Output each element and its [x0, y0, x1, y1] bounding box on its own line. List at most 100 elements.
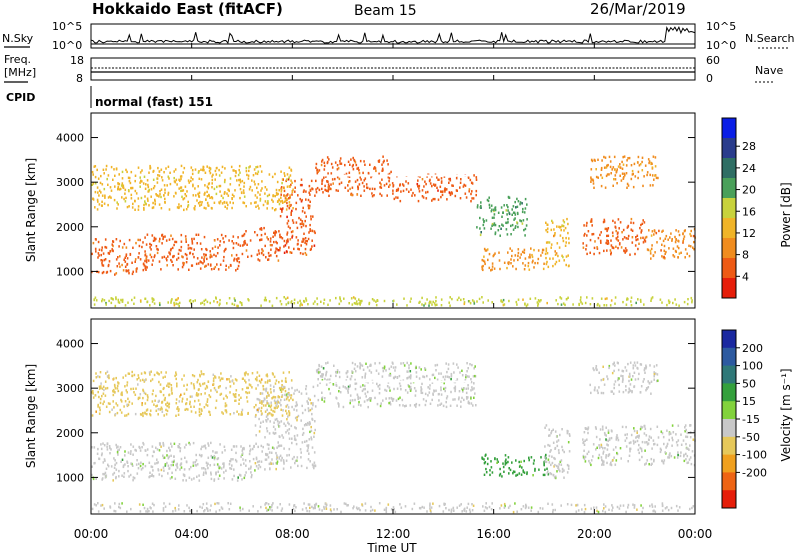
nave-tick-high: 60: [706, 54, 720, 67]
xtick-label: 00:00: [74, 527, 109, 541]
cpid-label: CPID: [6, 91, 35, 104]
velocity-swatch: [722, 472, 736, 491]
date-title: 26/Mar/2019: [590, 0, 686, 18]
power-ytick-label: 1000: [56, 265, 84, 278]
power-colorbar-tick: 16: [742, 205, 756, 218]
velocity-ylabel: Slant Range [km]: [24, 364, 38, 468]
power-panel: 1000 2000 3000 4000: [56, 112, 696, 309]
velocity-region: [91, 502, 695, 514]
noise-tick-high-right: 10^5: [706, 20, 736, 33]
velocity-swatch: [722, 436, 736, 456]
power-region: [242, 226, 281, 262]
power-colorbar-tick: 24: [742, 162, 756, 175]
velocity-region: [589, 361, 659, 395]
velocity-ytick-label: 1000: [56, 471, 84, 484]
velocity-ytick-label: 4000: [56, 338, 84, 351]
velocity-colorbar: 200 100 50 15 -15 -50 -100 -200: [721, 329, 767, 509]
power-swatch: [722, 158, 736, 179]
power-colorbar-label: Power [dB]: [779, 182, 793, 247]
velocity-swatch: [722, 401, 736, 420]
velocity-heatmap: [91, 361, 696, 514]
power-region: [644, 228, 696, 260]
power-ytick-label: 4000: [56, 132, 84, 145]
xtick-label: 00:00: [678, 527, 713, 541]
velocity-panel: 1000 2000 3000 4000: [56, 318, 696, 515]
nave-label: Nave: [755, 64, 783, 77]
power-ylabel: Slant Range [km]: [24, 158, 38, 262]
power-region: [279, 178, 316, 256]
power-region: [91, 238, 143, 276]
nave-tick-low: 0: [706, 72, 713, 85]
velocity-ytick-label: 2000: [56, 427, 84, 440]
power-colorbar-tick: 8: [742, 249, 749, 262]
power-region: [476, 195, 528, 237]
velocity-region: [544, 424, 571, 480]
xtick-label: 04:00: [174, 527, 209, 541]
power-colorbar-tick: 20: [742, 184, 756, 197]
freq-label-line2: [MHz]: [4, 66, 36, 79]
power-region: [544, 217, 570, 269]
power-swatch: [722, 138, 736, 159]
velocity-region: [481, 453, 550, 478]
power-swatch: [722, 198, 736, 219]
freq-tick-high: 18: [70, 54, 84, 67]
velocity-colorbar-tick: -15: [742, 413, 760, 426]
velocity-swatch: [722, 330, 736, 349]
velocity-colorbar-label: Velocity [m s⁻¹]: [779, 368, 793, 461]
power-colorbar: 4 8 12 16 20 24 28: [721, 117, 756, 299]
velocity-colorbar-tick: -200: [742, 466, 767, 479]
power-region: [590, 155, 659, 189]
power-swatch: [722, 218, 736, 239]
nsearch-label: N.Search: [745, 32, 795, 45]
xtick-label: 12:00: [376, 527, 411, 541]
velocity-swatch: [722, 383, 736, 402]
velocity-colorbar-tick: 100: [742, 360, 763, 373]
noise-tick-low-left: 10^0: [52, 39, 82, 52]
noise-tick-high-left: 10^5: [52, 20, 82, 33]
power-swatch: [722, 258, 736, 279]
xtick-label: 16:00: [476, 527, 511, 541]
power-swatch: [722, 238, 736, 259]
power-region: [481, 247, 545, 272]
nsky-label: N.Sky: [2, 32, 34, 45]
cpid-text: normal (fast) 151: [95, 95, 213, 109]
xtick-label: 08:00: [275, 527, 310, 541]
velocity-region: [91, 441, 256, 482]
velocity-swatch: [722, 347, 736, 367]
power-colorbar-tick: 12: [742, 227, 756, 240]
velocity-region: [315, 361, 477, 409]
velocity-swatch: [722, 365, 736, 384]
velocity-colorbar-tick: -50: [742, 431, 760, 444]
velocity-colorbar-tick: 15: [742, 395, 756, 408]
xtick-label: 20:00: [577, 527, 612, 541]
velocity-swatch: [722, 454, 736, 473]
velocity-region: [254, 384, 317, 471]
velocity-colorbar-tick: 50: [742, 377, 756, 390]
beam-title: Beam 15: [354, 3, 417, 19]
power-swatch: [722, 178, 736, 199]
power-swatch: [722, 278, 736, 299]
power-ytick-label: 2000: [56, 221, 84, 234]
power-region: [93, 296, 693, 308]
power-region: [91, 164, 294, 212]
power-swatch: [722, 118, 736, 139]
velocity-swatch: [722, 490, 736, 509]
noise-tick-low-right: 10^0: [706, 39, 736, 52]
power-colorbar-tick: 4: [742, 270, 749, 283]
power-region: [582, 217, 647, 256]
power-heatmap: [91, 155, 696, 308]
freq-tick-low: 8: [76, 72, 83, 85]
velocity-ytick-label: 3000: [56, 382, 84, 395]
power-region: [142, 233, 244, 272]
freq-label-line1: Freq.: [4, 53, 31, 66]
power-region: [315, 155, 395, 198]
velocity-colorbar-tick: 200: [742, 342, 763, 355]
velocity-region: [582, 424, 696, 467]
velocity-swatch: [722, 419, 736, 438]
velocity-colorbar-tick: -100: [742, 449, 767, 462]
power-region: [393, 173, 478, 203]
noise-trace: [90, 25, 696, 45]
velocity-region: [91, 370, 293, 418]
